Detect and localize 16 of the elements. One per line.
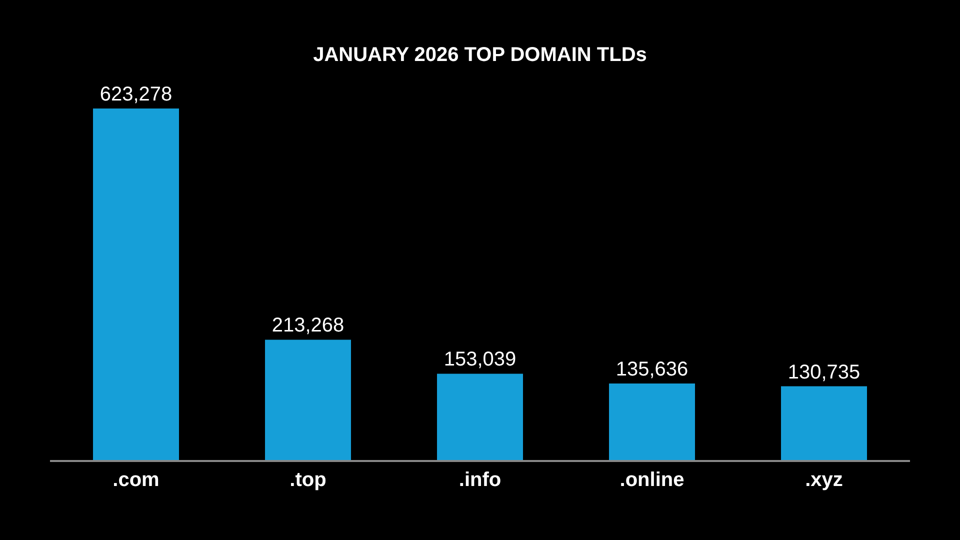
- chart-title: JANUARY 2026 TOP DOMAIN TLDs: [313, 44, 647, 66]
- x-tick-label: .online: [620, 469, 684, 491]
- bar: [437, 374, 523, 460]
- bar: [781, 386, 867, 460]
- x-tick-label: .top: [290, 469, 326, 491]
- bar: [93, 108, 179, 460]
- x-tick-label: .com: [112, 469, 160, 491]
- x-tick-label: .info: [458, 469, 502, 491]
- data-label: 213,268: [272, 314, 344, 337]
- data-label: 135,636: [616, 358, 688, 381]
- data-label: 130,735: [788, 361, 860, 384]
- bar: [609, 384, 695, 460]
- x-tick-label: .xyz: [805, 469, 843, 491]
- bar: [265, 340, 351, 460]
- data-label: 623,278: [100, 84, 172, 106]
- data-label: 153,039: [444, 348, 516, 371]
